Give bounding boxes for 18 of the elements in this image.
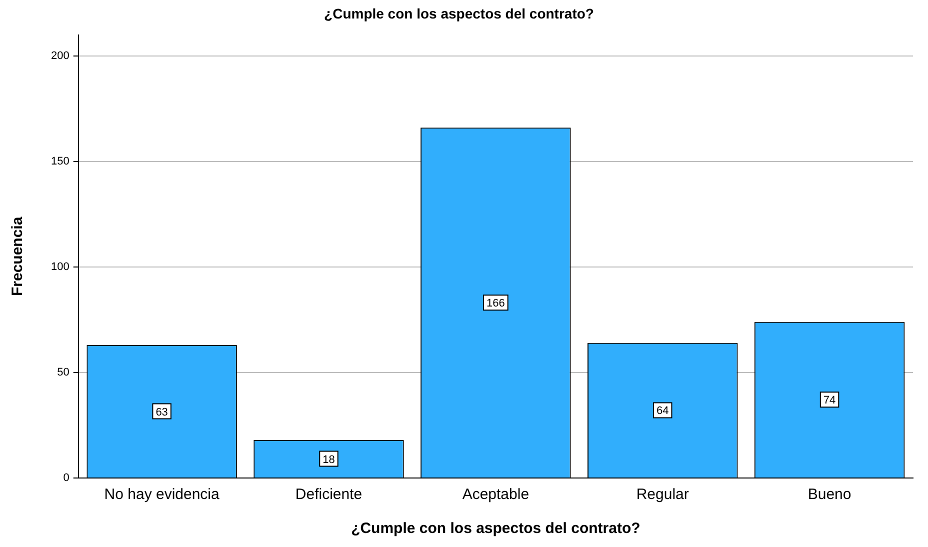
x-tick-label: Deficiente: [295, 486, 362, 504]
x-tick-label: Regular: [636, 486, 689, 504]
x-axis-title: ¿Cumple con los aspectos del contrato?: [351, 520, 640, 538]
data-label: 63: [156, 406, 168, 418]
y-tick-label: 200: [50, 50, 70, 62]
x-tick-label: Aceptable: [462, 486, 530, 504]
y-tick-label: 0: [63, 472, 70, 484]
chart-title: ¿Cumple con los aspectos del contrato?: [324, 5, 594, 22]
data-label: 64: [656, 405, 669, 418]
x-tick-label: Bueno: [808, 486, 852, 504]
y-tick-label: 50: [57, 366, 70, 379]
data-label: 74: [823, 394, 836, 407]
y-axis-title: Frecuencia: [9, 216, 26, 296]
data-label: 18: [322, 454, 335, 466]
data-label: 166: [486, 298, 505, 310]
x-tick-label: No hay evidencia: [104, 486, 220, 504]
y-tick-label: 150: [50, 155, 70, 168]
y-tick-label: 100: [50, 260, 70, 273]
